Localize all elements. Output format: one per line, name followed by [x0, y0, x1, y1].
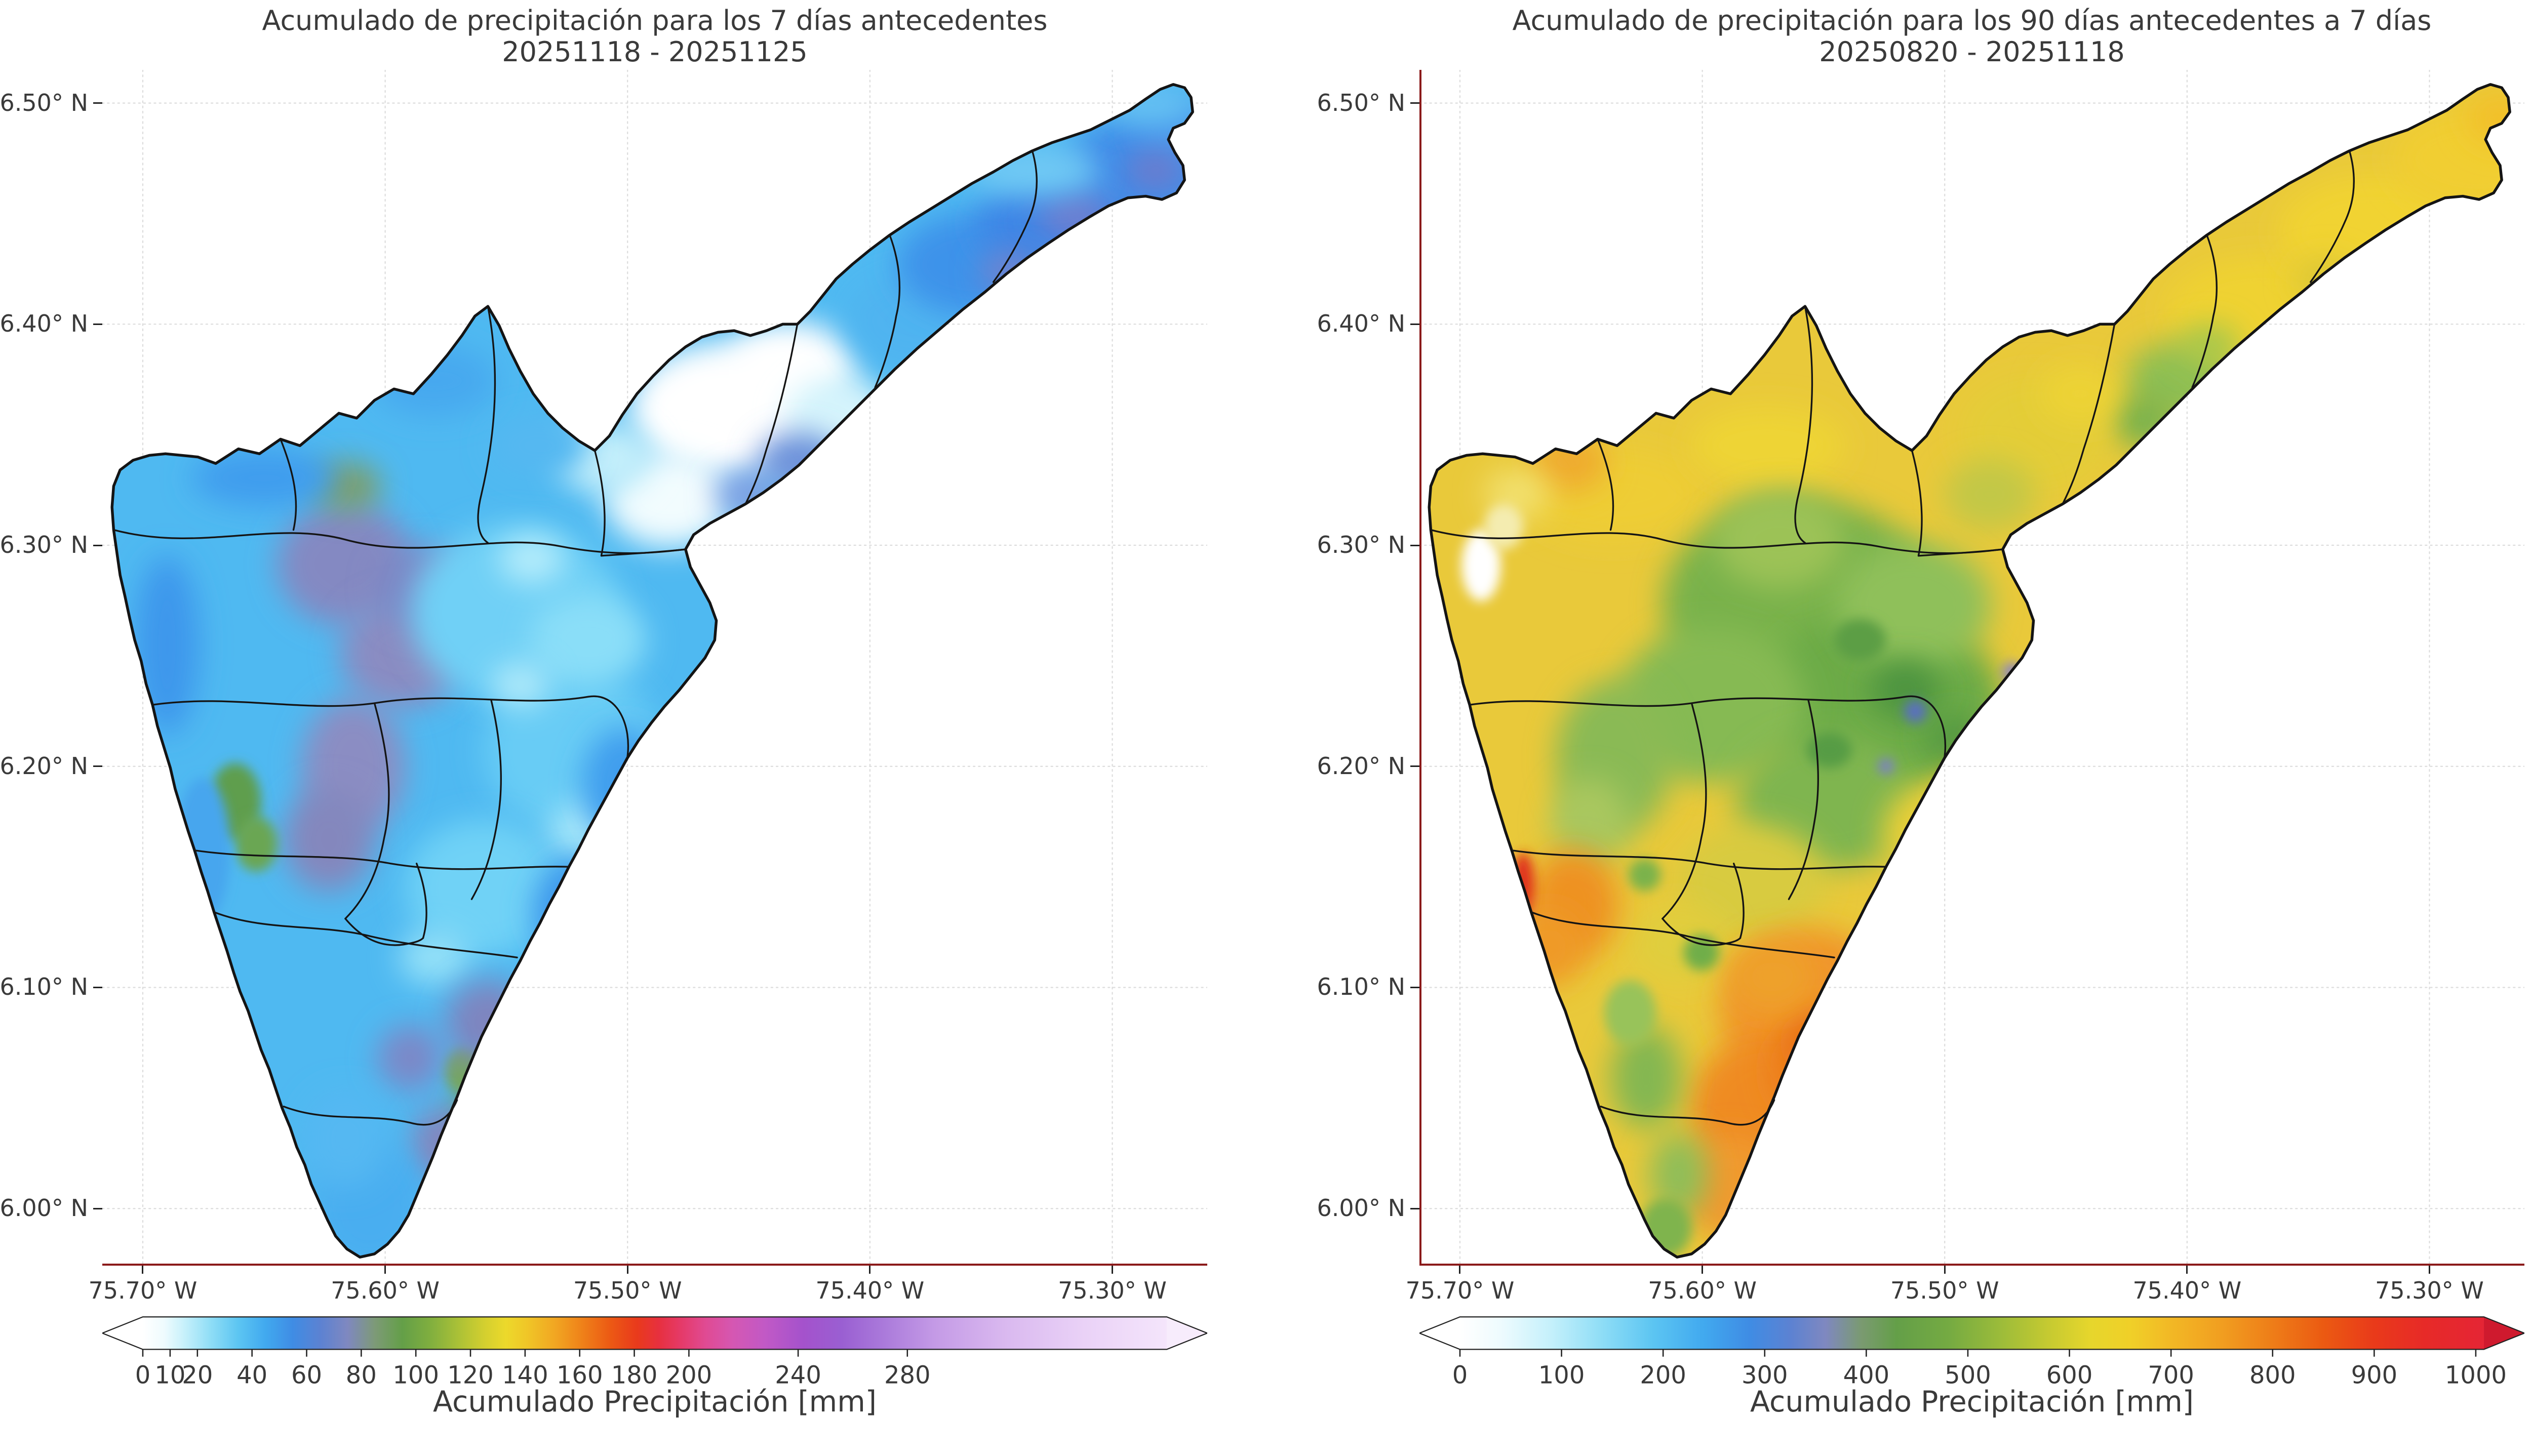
colorbar-tick-label: 700	[2148, 1361, 2194, 1390]
y-tick-label: 6.50° N	[1317, 89, 1405, 116]
colorbar-tick-label: 200	[1640, 1361, 1686, 1390]
y-axis-tick	[93, 323, 102, 325]
title-dates: 20250820 - 20251118	[1819, 36, 2125, 68]
x-axis-tick	[1459, 1266, 1461, 1274]
basin-outline	[110, 83, 1194, 1259]
y-axis-tick	[93, 986, 102, 988]
x-tick-label: 75.30° W	[1058, 1277, 1167, 1304]
basin-outline	[1428, 83, 2511, 1259]
colorbar-tick-label: 160	[557, 1361, 603, 1390]
colorbar-tick-label: 400	[1843, 1361, 1890, 1390]
panel-title: Acumulado de precipitación para los 90 d…	[1419, 5, 2524, 68]
colorbar-tick-label: 280	[884, 1361, 931, 1390]
colorbar-gradient	[1459, 1317, 2484, 1350]
y-axis-tick	[1410, 544, 1419, 546]
colorbar-tick-label: 80	[346, 1361, 377, 1390]
x-axis-tick	[869, 1266, 871, 1274]
colorbar-label: Acumulado Precipitación [mm]	[433, 1385, 877, 1419]
colorbar-frame	[1419, 1316, 2524, 1350]
y-tick-label: 6.40° N	[1317, 310, 1405, 338]
x-tick-label: 75.40° W	[2132, 1277, 2242, 1304]
colorbar-extend-max-arrow	[2484, 1317, 2524, 1350]
colorbar-tick-label: 1000	[2445, 1361, 2507, 1390]
y-axis-tick	[1410, 986, 1419, 988]
y-tick-label: 6.00° N	[0, 1194, 88, 1222]
y-axis-tick	[93, 765, 102, 767]
bottom-spine	[102, 1264, 1207, 1266]
colorbar-tick-label: 60	[291, 1361, 322, 1390]
y-tick-label: 6.40° N	[0, 310, 88, 338]
y-tick-label: 6.50° N	[0, 89, 88, 116]
colorbar-extend-min-arrow	[102, 1317, 143, 1350]
y-tick-label: 6.10° N	[1317, 973, 1405, 1001]
colorbar-tick-label: 10	[154, 1361, 185, 1390]
precipitation-map	[102, 70, 1207, 1264]
colorbar-tick-label: 900	[2351, 1361, 2398, 1390]
colorbar-tick-label: 200	[666, 1361, 713, 1390]
y-tick-label: 6.20° N	[0, 752, 88, 780]
colorbar-frame	[102, 1316, 1207, 1350]
title-dates: 20251118 - 20251125	[502, 36, 808, 68]
x-axis-tick	[2429, 1266, 2430, 1274]
x-axis-tick	[142, 1266, 144, 1274]
colorbar-extend-max-arrow	[1167, 1317, 1207, 1350]
y-tick-label: 6.20° N	[1317, 752, 1405, 780]
y-axis-tick	[1410, 765, 1419, 767]
y-tick-label: 6.30° N	[1317, 531, 1405, 559]
x-axis-tick	[1112, 1266, 1113, 1274]
colorbar-tick-label: 180	[611, 1361, 658, 1390]
x-tick-label: 75.40° W	[815, 1277, 925, 1304]
y-axis-tick	[1410, 1207, 1419, 1209]
colorbar-tick-label: 20	[182, 1361, 213, 1390]
colorbar-label: Acumulado Precipitación [mm]	[1750, 1385, 2194, 1419]
colorbar-tick-label: 100	[392, 1361, 439, 1390]
y-axis-tick	[93, 544, 102, 546]
title-text: Acumulado de precipitación para los 90 d…	[1512, 5, 2432, 36]
x-axis-tick	[384, 1266, 386, 1274]
panel-title: Acumulado de precipitación para los 7 dí…	[102, 5, 1207, 68]
colorbar-tick-label: 500	[1945, 1361, 1991, 1390]
left-spine	[1419, 70, 1421, 1266]
colorbar-tick-label: 240	[775, 1361, 821, 1390]
y-axis-tick	[93, 1207, 102, 1209]
colorbar-extend-min-arrow	[1419, 1317, 1460, 1350]
y-axis-tick	[1410, 323, 1419, 325]
colorbar-tick-label: 140	[502, 1361, 548, 1390]
municipality-boundaries	[1430, 150, 2355, 1126]
y-axis-tick	[93, 102, 102, 104]
y-axis-tick	[1410, 102, 1419, 104]
x-tick-label: 75.30° W	[2375, 1277, 2484, 1304]
x-tick-label: 75.60° W	[1648, 1277, 1757, 1304]
colorbar-tick-label: 800	[2249, 1361, 2296, 1390]
y-tick-label: 6.00° N	[1317, 1194, 1405, 1222]
x-tick-label: 75.70° W	[1405, 1277, 1515, 1304]
x-axis-tick	[626, 1266, 628, 1274]
precipitation-map	[1419, 70, 2524, 1264]
colorbar-gradient	[142, 1317, 1167, 1350]
bottom-spine	[1419, 1264, 2524, 1266]
municipality-boundaries	[112, 150, 1038, 1126]
colorbar-tick-label: 40	[236, 1361, 267, 1390]
colorbar-tick-label: 120	[447, 1361, 494, 1390]
x-tick-label: 75.60° W	[331, 1277, 440, 1304]
y-tick-label: 6.10° N	[0, 973, 88, 1001]
colorbar-tick-label: 600	[2046, 1361, 2093, 1390]
y-tick-label: 6.30° N	[0, 531, 88, 559]
x-tick-label: 75.70° W	[88, 1277, 197, 1304]
x-tick-label: 75.50° W	[1890, 1277, 1999, 1304]
x-axis-tick	[2186, 1266, 2188, 1274]
colorbar-tick-label: 100	[1538, 1361, 1585, 1390]
title-text: Acumulado de precipitación para los 7 dí…	[262, 5, 1048, 36]
x-axis-tick	[1702, 1266, 1704, 1274]
x-tick-label: 75.50° W	[573, 1277, 682, 1304]
colorbar: 0 100 200 300 400 500 600 700 800 900 1000	[1419, 1316, 2524, 1390]
colorbar-tick-label: 300	[1742, 1361, 1788, 1390]
colorbar-tick-label: 0	[135, 1361, 151, 1390]
colorbar-tick-label: 0	[1452, 1361, 1468, 1390]
x-axis-tick	[1944, 1266, 1946, 1274]
